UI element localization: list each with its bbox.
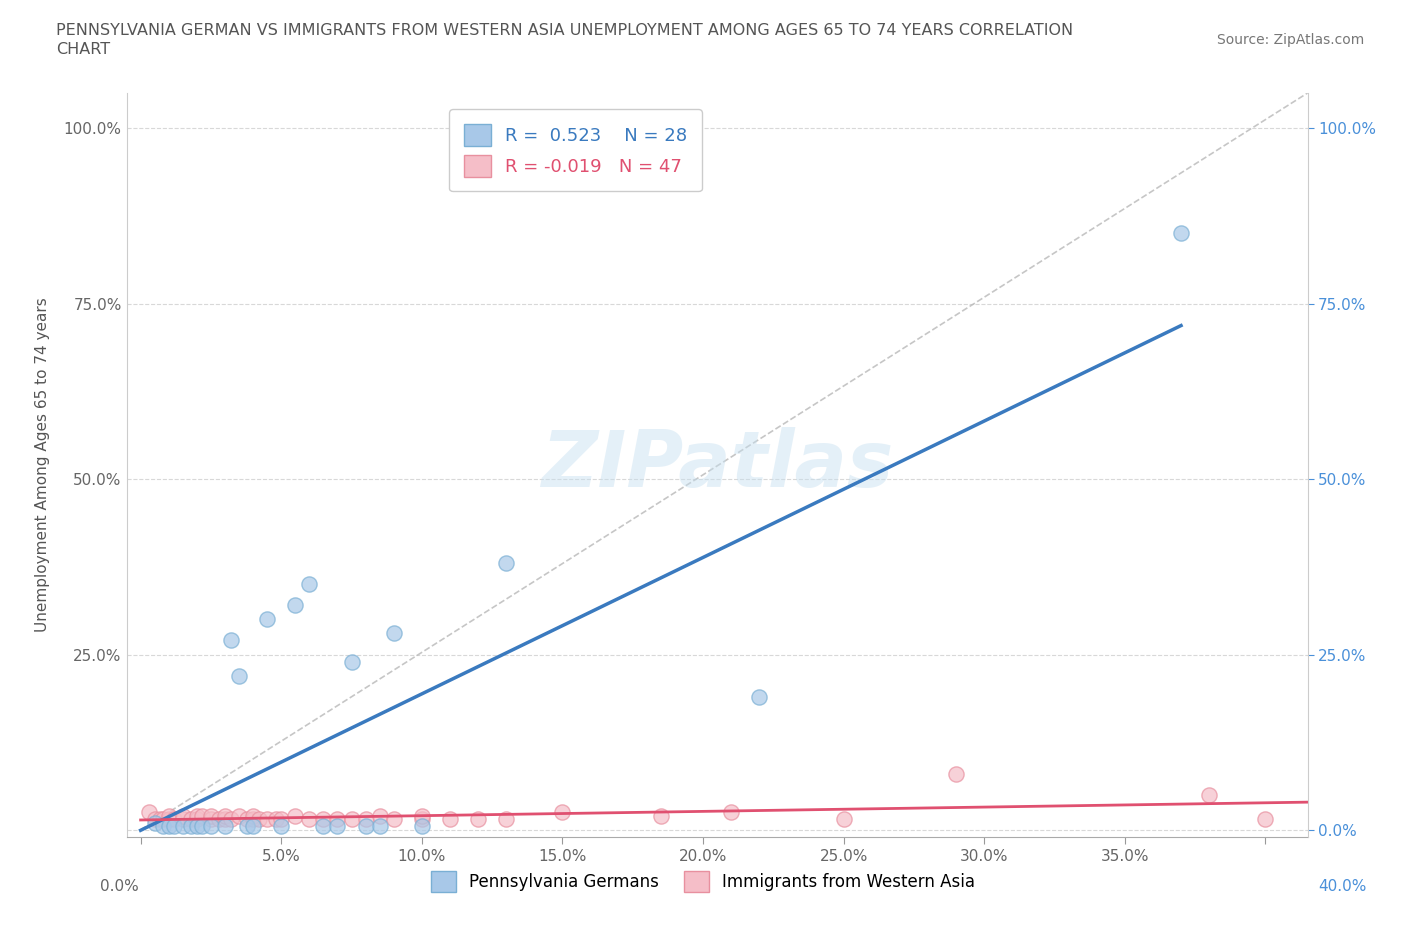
- Point: [186, 819, 208, 834]
- Text: ZIPatlas: ZIPatlas: [541, 427, 893, 503]
- Point: [340, 654, 363, 669]
- Point: [368, 808, 391, 823]
- Legend: R =  0.523    N = 28, R = -0.019   N = 47: R = 0.523 N = 28, R = -0.019 N = 47: [449, 110, 702, 192]
- Point: [1254, 812, 1277, 827]
- Point: [354, 812, 377, 827]
- Point: [219, 812, 242, 827]
- Point: [411, 819, 433, 834]
- Point: [270, 812, 292, 827]
- Point: [149, 812, 172, 827]
- Point: [172, 812, 194, 827]
- Point: [186, 812, 208, 827]
- Point: [236, 812, 259, 827]
- Point: [180, 819, 202, 834]
- Point: [214, 812, 236, 827]
- Text: 40.0%: 40.0%: [1319, 879, 1367, 894]
- Point: [312, 812, 335, 827]
- Point: [298, 577, 321, 591]
- Point: [152, 819, 174, 834]
- Point: [495, 812, 517, 827]
- Point: [242, 819, 264, 834]
- Point: [191, 808, 214, 823]
- Point: [191, 819, 214, 834]
- Y-axis label: Unemployment Among Ages 65 to 74 years: Unemployment Among Ages 65 to 74 years: [35, 298, 49, 632]
- Point: [354, 819, 377, 834]
- Point: [368, 819, 391, 834]
- Point: [180, 812, 202, 827]
- Point: [236, 819, 259, 834]
- Point: [284, 598, 307, 613]
- Point: [326, 819, 349, 834]
- Text: PENNSYLVANIA GERMAN VS IMMIGRANTS FROM WESTERN ASIA UNEMPLOYMENT AMONG AGES 65 T: PENNSYLVANIA GERMAN VS IMMIGRANTS FROM W…: [56, 23, 1073, 38]
- Point: [242, 812, 264, 827]
- Point: [219, 633, 242, 648]
- Point: [228, 808, 250, 823]
- Point: [172, 819, 194, 834]
- Point: [247, 812, 270, 827]
- Point: [157, 812, 180, 827]
- Legend: Pennsylvania Germans, Immigrants from Western Asia: Pennsylvania Germans, Immigrants from We…: [425, 865, 981, 898]
- Point: [200, 819, 222, 834]
- Point: [138, 805, 160, 820]
- Point: [270, 819, 292, 834]
- Point: [720, 805, 742, 820]
- Point: [467, 812, 489, 827]
- Point: [200, 808, 222, 823]
- Point: [143, 816, 166, 830]
- Point: [143, 812, 166, 827]
- Point: [382, 812, 405, 827]
- Text: CHART: CHART: [56, 42, 110, 57]
- Point: [411, 812, 433, 827]
- Point: [157, 819, 180, 834]
- Point: [214, 808, 236, 823]
- Point: [157, 808, 180, 823]
- Point: [284, 808, 307, 823]
- Point: [228, 668, 250, 683]
- Point: [256, 612, 278, 627]
- Point: [152, 812, 174, 827]
- Point: [312, 819, 335, 834]
- Point: [832, 812, 855, 827]
- Point: [163, 812, 186, 827]
- Point: [748, 689, 770, 704]
- Point: [495, 556, 517, 571]
- Point: [242, 808, 264, 823]
- Point: [186, 808, 208, 823]
- Point: [256, 812, 278, 827]
- Text: Source: ZipAtlas.com: Source: ZipAtlas.com: [1216, 33, 1364, 46]
- Point: [439, 812, 461, 827]
- Point: [1198, 788, 1220, 803]
- Point: [945, 766, 967, 781]
- Point: [214, 819, 236, 834]
- Point: [340, 812, 363, 827]
- Point: [411, 808, 433, 823]
- Point: [1170, 226, 1192, 241]
- Point: [172, 808, 194, 823]
- Point: [298, 812, 321, 827]
- Point: [163, 819, 186, 834]
- Point: [382, 626, 405, 641]
- Point: [208, 812, 231, 827]
- Point: [200, 812, 222, 827]
- Point: [264, 812, 287, 827]
- Point: [551, 805, 574, 820]
- Text: 0.0%: 0.0%: [100, 879, 139, 894]
- Point: [326, 812, 349, 827]
- Point: [650, 808, 672, 823]
